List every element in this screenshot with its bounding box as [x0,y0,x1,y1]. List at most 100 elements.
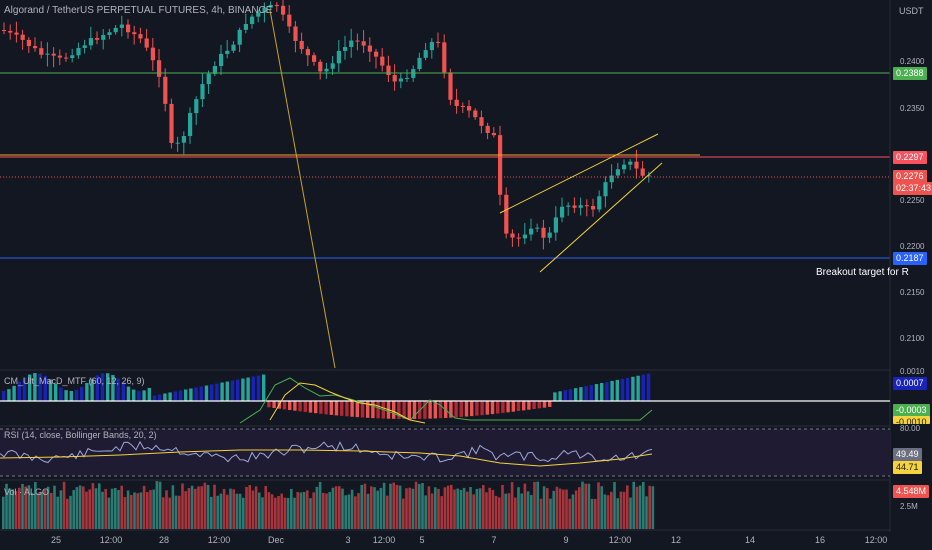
volume-bar [373,487,376,529]
macd-hist-bar [527,401,531,410]
macd-hist-bar [522,401,526,411]
candle-body [287,14,292,27]
breakout-annotation[interactable]: Breakout target for R [816,267,909,278]
volume-bar [258,492,261,529]
volume-bar [366,493,370,529]
volume-bar [430,493,434,529]
time-tick: 12 [670,535,682,545]
volume-bar [264,485,267,529]
macd-hist-bar [620,378,625,401]
volume-bar [158,481,162,529]
volume-bar [34,482,37,529]
candle-body [188,113,193,137]
volume-bar [411,488,415,529]
candle-body [640,168,645,176]
candle-body [516,237,521,239]
macd-hist-bar [293,401,297,411]
candle-body [380,56,385,66]
macd-hist-bar [7,389,11,401]
candle-body [473,110,478,118]
volume-bar [184,491,187,529]
candle-body [566,205,571,207]
macd-hist-bar [85,382,89,401]
candle-body [349,40,354,47]
rsi-band-fill [0,429,890,476]
volume-bar [165,490,168,529]
macd-hist-bar [142,390,146,401]
volume-bar [549,498,552,529]
macd-hist-bar [371,401,375,419]
macd-hist-badge: 0.0007 [893,377,927,390]
volume-bar [629,497,632,529]
volume-bar [85,491,88,529]
volume-bar [638,485,642,529]
rsi-title[interactable]: RSI (14, close, Bollinger Bands, 20, 2) [4,430,157,440]
macd-hist-bar [397,401,401,419]
time-tick: 28 [158,535,170,545]
volume-bar [280,493,283,529]
time-tick: 12:00 [99,535,123,545]
macd-hist-bar [173,391,177,401]
candle-body [305,49,310,56]
macd-hist-bar [548,401,552,407]
volume-bar [72,490,75,529]
volume-bar [139,492,143,529]
volume-bar [242,497,245,529]
volume-bar [283,497,287,529]
volume-bar [347,494,351,529]
macd-hist-bar [256,375,261,401]
volume-bar [600,486,603,529]
macd-hist-bar [121,382,125,401]
candle-body [529,228,534,235]
candle-body [628,161,633,165]
volume-bar [450,484,453,529]
volume-bar [539,498,543,529]
volume-bar [424,495,427,529]
candle-body [101,35,106,40]
candle-body [336,50,341,64]
volume-bar [146,492,149,529]
candle-body [138,34,143,39]
macd-hist-bar [54,383,58,401]
candle-body [504,194,509,234]
horizontal-levels [0,72,890,259]
macd-hist-bar [584,386,588,401]
candle-body [634,161,639,169]
volume-bar [88,489,91,529]
price-tick: 0.2150 [900,288,925,297]
macd-hist-bar [241,378,245,401]
macd-hist-bar [126,386,131,401]
macd-hist-bar [314,401,318,414]
volume-bar [622,491,626,529]
macd-hist-bar [345,401,349,417]
volume-bar [402,498,405,529]
candle-body [423,50,428,58]
volume-bar [651,486,655,529]
candle-body [491,133,496,136]
candle-body [95,38,100,40]
volume-bar [478,488,482,529]
candle-body [175,142,180,144]
macd-hist-bar [298,401,302,412]
volume-bar [91,483,95,529]
candle-body [460,106,465,108]
signal-line [269,382,426,424]
volume-bar [98,483,101,529]
chart-header-title[interactable]: Algorand / TetherUS PERPETUAL FUTURES, 4… [4,5,273,16]
volume-bar [219,493,223,529]
candle-body [206,73,211,85]
volume-bar [78,485,82,529]
wedge-lower-line [539,162,663,273]
candle-body [374,51,379,57]
macd-hist-bar [392,401,396,419]
macd-hist-bar [407,401,411,419]
volume-bar [82,486,85,529]
candle-body [82,45,87,48]
candle-body [194,99,199,114]
macd-hist-bar [610,380,614,401]
candle-body [169,103,174,143]
volume-title[interactable]: Vol · ALGO [4,487,50,497]
macd-hist-bar [90,378,94,401]
macd-title[interactable]: CM_Ult_MacD_MTF (60, 12, 26, 9) [4,376,145,386]
